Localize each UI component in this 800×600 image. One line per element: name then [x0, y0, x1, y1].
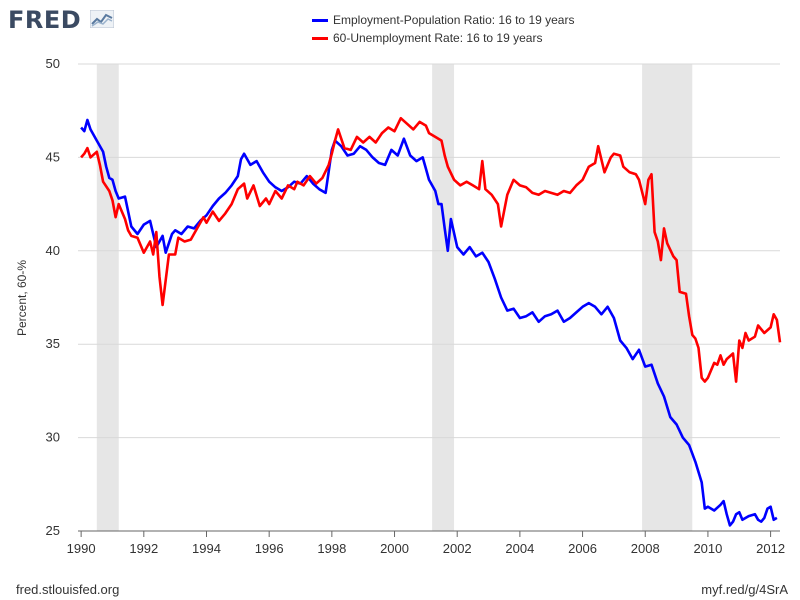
recession-band	[432, 64, 455, 531]
y-tick-label: 30	[46, 430, 60, 445]
x-tick-label: 1992	[129, 541, 158, 556]
x-tick-label: 2012	[756, 541, 785, 556]
recession-band	[642, 64, 693, 531]
series-lines	[80, 116, 782, 527]
fred-graph-icon	[90, 10, 114, 28]
y-tick-label: 45	[46, 149, 60, 164]
x-tick-label: 1990	[67, 541, 96, 556]
source-url[interactable]: fred.stlouisfed.org	[16, 582, 120, 597]
legend-label-series2: 60-Unemployment Rate: 16 to 19 years	[333, 31, 543, 45]
y-tick-label: 25	[46, 523, 60, 538]
legend-label-series1: Employment-Population Ratio: 16 to 19 ye…	[333, 13, 575, 27]
legend-swatch-red	[312, 36, 328, 40]
x-tick-label: 2006	[568, 541, 597, 556]
x-tick-label: 1998	[317, 541, 346, 556]
legend-item-series2[interactable]: 60-Unemployment Rate: 16 to 19 years	[312, 29, 574, 47]
series-line-1	[80, 118, 778, 527]
x-tick-label: 2002	[443, 541, 472, 556]
x-tick-label: 2000	[380, 541, 409, 556]
legend-swatch-blue	[312, 18, 328, 22]
y-axis-title: Percent, 60-%	[15, 260, 29, 336]
y-tick-label: 50	[46, 56, 60, 71]
chart-legend: Employment-Population Ratio: 16 to 19 ye…	[312, 11, 574, 47]
recession-bands	[96, 64, 693, 531]
axes: 25 30 35 40 45 50 1990 1992 1994 1996 1998 2000 2002…	[46, 56, 786, 556]
x-tick-label: 2004	[505, 541, 534, 556]
short-link[interactable]: myf.red/g/4SrA	[701, 582, 788, 597]
recession-band	[96, 64, 119, 531]
y-tick-label: 40	[46, 243, 60, 258]
x-tick-label: 2008	[631, 541, 660, 556]
legend-item-series1[interactable]: Employment-Population Ratio: 16 to 19 ye…	[312, 11, 574, 29]
y-tick-label: 35	[46, 336, 60, 351]
x-tick-label: 1994	[192, 541, 221, 556]
series-line-2	[80, 116, 782, 383]
x-tick-label: 2010	[693, 541, 722, 556]
fred-logo[interactable]: FRED	[8, 6, 82, 34]
x-tick-label: 1996	[255, 541, 284, 556]
